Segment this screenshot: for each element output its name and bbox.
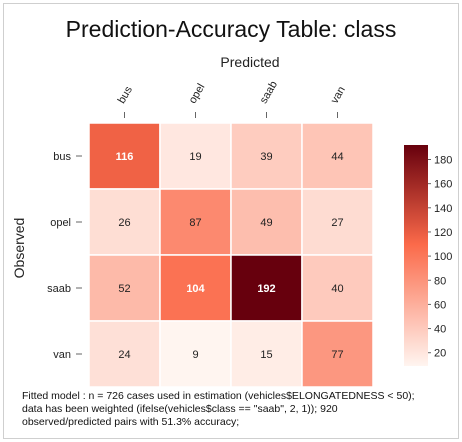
- cell-value-van-opel: 9: [192, 349, 198, 361]
- y-tick-label-saab: saab: [47, 283, 71, 295]
- cell-value-saab-saab: 192: [257, 283, 275, 295]
- colorbar-tick-label-60: 60: [434, 299, 446, 311]
- heatmap-cell-saab-saab: [230, 254, 303, 322]
- colorbar-tick-label-100: 100: [434, 251, 452, 263]
- footnote-line-1: Fitted model : n = 726 cases used in est…: [22, 390, 415, 402]
- heatmap-cell-opel-van: [301, 188, 374, 256]
- colorbar-tick-label-160: 160: [434, 179, 452, 191]
- cell-value-bus-opel: 19: [189, 151, 201, 163]
- fitted-model-footnote: Fitted model : n = 726 cases used in est…: [22, 390, 452, 429]
- heatmap-cell-saab-van: [301, 254, 374, 322]
- heatmap-cell-van-van: [301, 320, 374, 388]
- cell-value-van-saab: 15: [260, 349, 272, 361]
- footnote-line-2: data has been weighted (ifelse(vehicles$…: [22, 403, 338, 415]
- x-tick-label-van: van: [329, 84, 348, 105]
- heatmap-cell-saab-bus: [88, 254, 161, 322]
- heatmap-cell-opel-opel: [159, 188, 232, 256]
- x-axis-title: Predicted: [220, 54, 280, 70]
- colorbar-tick-label-120: 120: [434, 227, 452, 239]
- heatmap-cell-bus-bus: [88, 122, 161, 190]
- colorbar-tick-label-20: 20: [434, 348, 446, 360]
- chart-title: Prediction-Accuracy Table: class: [65, 16, 397, 42]
- footnote-line-3: observed/predicted pairs with 51.3% accu…: [22, 416, 240, 428]
- cell-value-saab-bus: 52: [118, 283, 130, 295]
- cell-value-bus-van: 44: [331, 151, 343, 163]
- cell-value-bus-bus: 116: [116, 151, 134, 163]
- colorbar: [404, 145, 428, 366]
- colorbar-tick-label-40: 40: [434, 324, 446, 336]
- cell-value-opel-bus: 26: [118, 217, 130, 229]
- x-tick-label-opel: opel: [187, 82, 208, 106]
- x-tick-label-saab: saab: [258, 79, 280, 106]
- y-tick-label-van: van: [53, 349, 71, 361]
- heatmap-cell-bus-van: [301, 122, 374, 190]
- heatmap-cell-bus-saab: [230, 122, 303, 190]
- cell-value-van-van: 77: [331, 349, 343, 361]
- y-tick-label-opel: opel: [50, 217, 71, 229]
- cell-value-saab-opel: 104: [186, 283, 205, 295]
- colorbar-tick-label-180: 180: [434, 154, 452, 166]
- cell-value-opel-van: 27: [331, 217, 343, 229]
- heatmap-cell-opel-saab: [230, 188, 303, 256]
- heatmap-cell-van-saab: [230, 320, 303, 388]
- colorbar-tick-label-80: 80: [434, 275, 446, 287]
- colorbar-tick-label-140: 140: [434, 203, 452, 215]
- cell-value-van-bus: 24: [118, 349, 130, 361]
- cell-value-bus-saab: 39: [260, 151, 272, 163]
- y-tick-label-bus: bus: [53, 151, 71, 163]
- x-tick-label-bus: bus: [116, 84, 136, 106]
- cell-value-opel-opel: 87: [189, 217, 201, 229]
- cell-value-opel-saab: 49: [260, 217, 272, 229]
- cell-value-saab-van: 40: [331, 283, 343, 295]
